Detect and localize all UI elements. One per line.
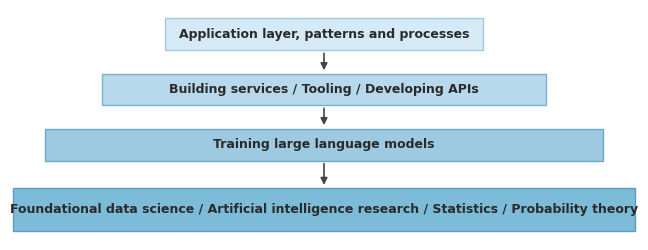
FancyBboxPatch shape [165, 18, 483, 50]
FancyBboxPatch shape [102, 74, 546, 106]
FancyBboxPatch shape [13, 188, 635, 231]
Text: Training large language models: Training large language models [213, 138, 435, 151]
Text: Foundational data science / Artificial intelligence research / Statistics / Prob: Foundational data science / Artificial i… [10, 203, 638, 216]
FancyBboxPatch shape [45, 129, 603, 160]
Text: Application layer, patterns and processes: Application layer, patterns and processe… [179, 28, 469, 41]
Text: Building services / Tooling / Developing APIs: Building services / Tooling / Developing… [169, 83, 479, 96]
